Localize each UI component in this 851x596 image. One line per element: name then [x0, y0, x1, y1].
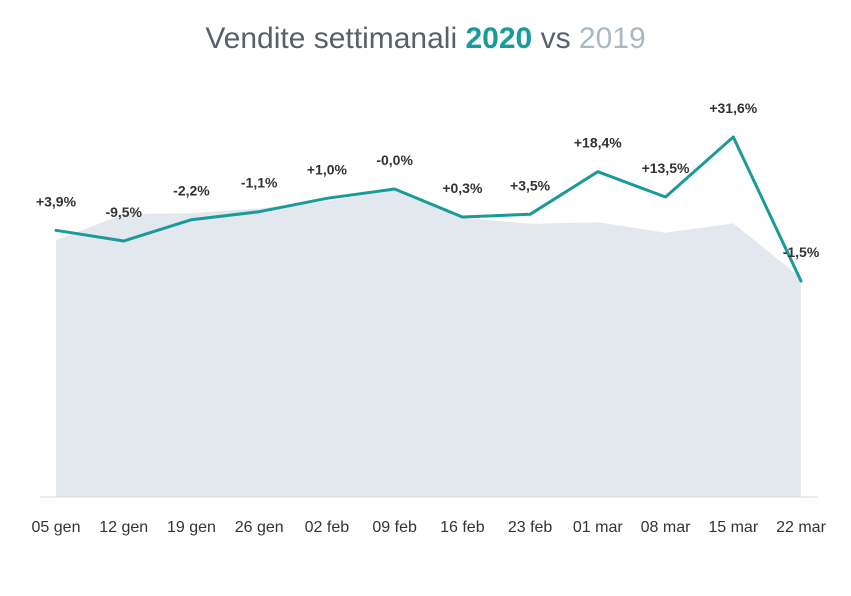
data-label: -1,1% — [241, 175, 278, 191]
data-label: +31,6% — [709, 100, 757, 116]
x-tick-label: 15 mar — [708, 519, 758, 536]
title-year-2020: 2020 — [465, 22, 533, 55]
title-year-2019: 2019 — [578, 22, 646, 55]
x-tick-label: 19 gen — [167, 519, 216, 536]
series-2019-area — [56, 189, 801, 497]
data-label: +1,0% — [307, 161, 348, 177]
data-label: +18,4% — [574, 135, 622, 151]
x-tick-label: 09 feb — [372, 519, 417, 536]
title-prefix: Vendite settimanali — [205, 22, 458, 55]
x-tick-label: 22 mar — [776, 519, 826, 536]
x-tick-label: 05 gen — [32, 519, 81, 536]
x-tick-label: 01 mar — [573, 519, 623, 536]
x-tick-label: 26 gen — [235, 519, 284, 536]
x-tick-label: 02 feb — [305, 519, 350, 536]
data-label: -9,5% — [105, 204, 142, 220]
x-tick-label: 12 gen — [99, 519, 148, 536]
data-label: +3,9% — [36, 193, 77, 209]
series-2020-line — [54, 135, 803, 283]
data-label: -1,5% — [783, 244, 820, 260]
data-label: -2,2% — [173, 183, 210, 199]
x-tick-label: 16 feb — [440, 519, 485, 536]
x-tick-label: 23 feb — [508, 519, 553, 536]
data-label: -0,0% — [376, 152, 413, 168]
data-label: +3,5% — [510, 177, 551, 193]
title-middle: vs — [540, 22, 571, 55]
data-label: +13,5% — [642, 160, 690, 176]
x-tick-label: 08 mar — [641, 519, 691, 536]
chart-title: Vendite settimanali 2020 vs 2019 — [0, 22, 851, 56]
data-label: +0,3% — [442, 180, 483, 196]
